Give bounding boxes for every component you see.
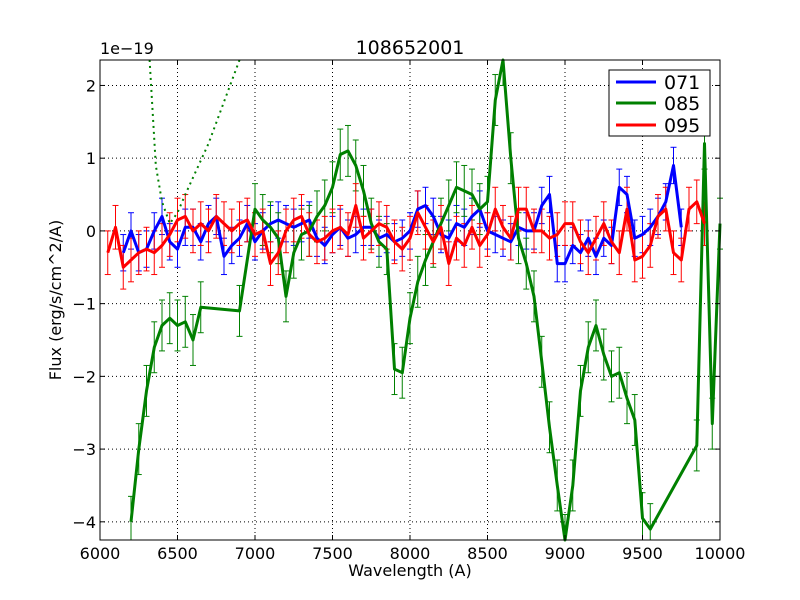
- legend-label-071: 071: [664, 72, 700, 94]
- x-tick-label: 9000: [545, 544, 586, 563]
- y-tick-label: 0: [86, 222, 96, 241]
- legend: 071 085 095: [608, 69, 711, 137]
- y-axis-label: Flux (erg/s/cm^2/A): [46, 220, 65, 381]
- y-tick-label: −3: [72, 440, 96, 459]
- y-tick-label: 2: [86, 76, 96, 95]
- series-line-095: [106, 200, 706, 269]
- x-tick-label: 9500: [622, 544, 663, 563]
- y-tick-label: 1: [86, 149, 96, 168]
- x-tick-label: 7500: [312, 544, 353, 563]
- ticks: 6000 6500 7000 7500 8000 8500 9000 9500 10000 −4 −…: [72, 60, 745, 563]
- x-tick-label: 6000: [80, 544, 121, 563]
- x-tick-label: 10000: [695, 544, 746, 563]
- x-tick-label: 7000: [235, 544, 276, 563]
- series-lines: [106, 58, 722, 542]
- x-tick-label: 8000: [390, 544, 431, 563]
- y-tick-label: −4: [72, 513, 96, 532]
- legend-label-095: 095: [664, 115, 700, 137]
- legend-label-085: 085: [664, 93, 700, 115]
- chart-title: 108652001: [356, 37, 465, 59]
- y-tick-label: −1: [72, 295, 96, 314]
- series-line-085: [129, 58, 722, 542]
- y-offset-label: 1e−19: [100, 39, 154, 58]
- y-tick-label: −2: [72, 367, 96, 386]
- x-tick-label: 6500: [157, 544, 198, 563]
- x-tick-label: 8500: [467, 544, 508, 563]
- x-axis-label: Wavelength (A): [348, 561, 471, 580]
